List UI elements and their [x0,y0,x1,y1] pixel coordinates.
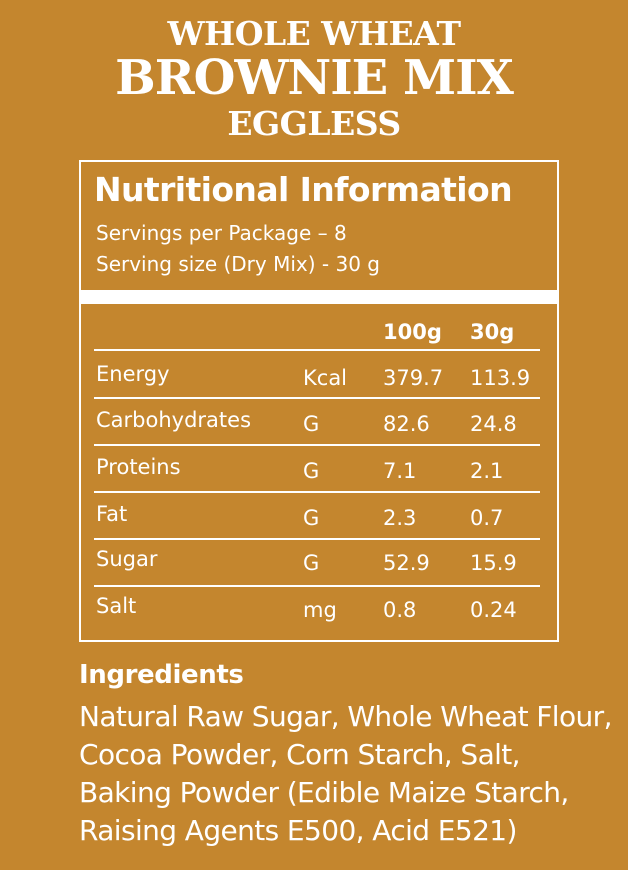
value-100g: 7.1 [383,459,417,483]
ingredients-line: Natural Raw Sugar, Whole Wheat Flour, [79,700,612,733]
table-rule [94,585,540,587]
value-100g: 379.7 [383,366,444,390]
nutrient-name: Salt [96,594,137,618]
ingredients-line: Baking Powder (Edible Maize Starch, [79,776,569,809]
nutrient-name: Carbohydrates [96,408,252,432]
value-100g: 82.6 [383,412,430,436]
product-name-line1: WHOLE WHEAT [167,14,461,53]
servings-per-package: Servings per Package – 8 [96,221,347,245]
value-30g: 113.9 [470,366,531,390]
ingredients-line: Cocoa Powder, Corn Starch, Salt, [79,738,521,771]
ingredients-heading: Ingredients [79,660,244,690]
nutrient-unit: mg [303,598,337,622]
column-header-100g: 100g [383,320,442,344]
value-100g: 0.8 [383,598,417,622]
value-100g: 2.3 [383,506,417,530]
serving-size: Serving size (Dry Mix) - 30 g [96,252,380,276]
column-header-30g: 30g [470,320,515,344]
ingredients-line: Raising Agents E500, Acid E521) [79,814,517,847]
value-30g: 15.9 [470,551,517,575]
nutrient-name: Proteins [96,455,181,479]
nutrient-name: Fat [96,502,128,526]
value-100g: 52.9 [383,551,430,575]
nutrient-name: Energy [96,362,170,386]
nutrition-title: Nutritional Information [94,170,513,209]
nutrient-name: Sugar [96,547,158,571]
nutrient-unit: G [303,506,320,530]
value-30g: 2.1 [470,459,504,483]
thick-divider [81,290,557,304]
nutrient-unit: G [303,412,320,436]
value-30g: 24.8 [470,412,517,436]
table-rule [94,397,540,399]
value-30g: 0.24 [470,598,517,622]
table-rule [94,491,540,493]
nutrient-unit: G [303,551,320,575]
nutrient-unit: Kcal [303,366,348,390]
nutrition-panel: Nutritional Information Servings per Pac… [79,160,559,642]
nutrient-unit: G [303,459,320,483]
table-rule [94,538,540,540]
table-rule [94,444,540,446]
value-30g: 0.7 [470,506,504,530]
product-variant: EGGLESS [227,104,401,143]
product-name-line2: BROWNIE MIX [115,50,514,106]
table-rule [94,349,540,351]
